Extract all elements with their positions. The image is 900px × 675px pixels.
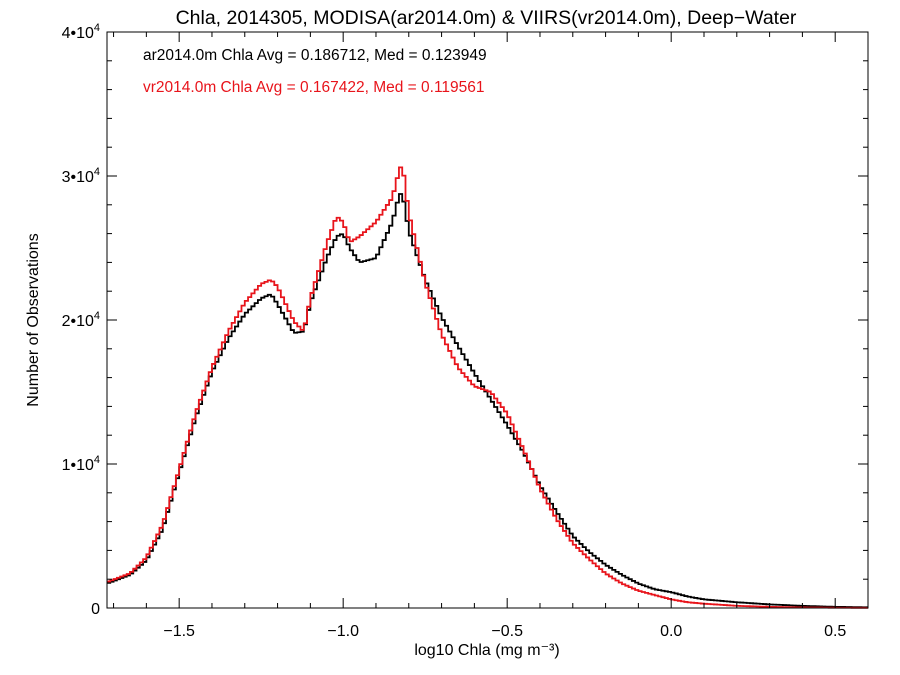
y-tick-label: 1•104 (62, 454, 100, 474)
x-tick-label: −1.5 (163, 623, 195, 640)
y-tick-labels: 0 1•104 2•104 3•104 4•104 (62, 22, 101, 618)
x-tick-label: −1.0 (327, 623, 359, 640)
x-tick-label: 0.0 (660, 623, 682, 640)
annotation-ar2014-text: ar2014.0m Chla Avg = 0.186712, Med = 0.1… (143, 47, 487, 64)
y-tick-label: 4•104 (62, 22, 100, 42)
annotation-ar2014: ar2014.0m Chla Avg = 0.186712, Med = 0.1… (143, 47, 487, 64)
series-line-vr2014 (107, 166, 868, 609)
annotation-vr2014-text: vr2014.0m Chla Avg = 0.167422, Med = 0.1… (143, 79, 485, 96)
y-tick-label: 2•104 (62, 310, 100, 330)
y-tick-label: 0 (91, 601, 100, 618)
plot-frame (106, 31, 869, 609)
y-axis-label: Number of Observations (25, 233, 42, 406)
x-axis-label: log10 Chla (mg m⁻³) (414, 642, 559, 659)
x-tick-labels: −1.5 −1.0 −0.5 0.0 0.5 (163, 623, 846, 640)
y-tick-label: 3•104 (62, 166, 100, 186)
ticks-layer (107, 31, 868, 609)
chart-title: Chla, 2014305, MODISA(ar2014.0m) & VIIRS… (176, 7, 797, 29)
series-layer (107, 166, 868, 609)
series-line-ar2014 (107, 193, 868, 609)
annotation-vr2014: vr2014.0m Chla Avg = 0.167422, Med = 0.1… (143, 79, 485, 96)
x-tick-label: 0.5 (824, 623, 846, 640)
x-tick-label: −0.5 (491, 623, 523, 640)
